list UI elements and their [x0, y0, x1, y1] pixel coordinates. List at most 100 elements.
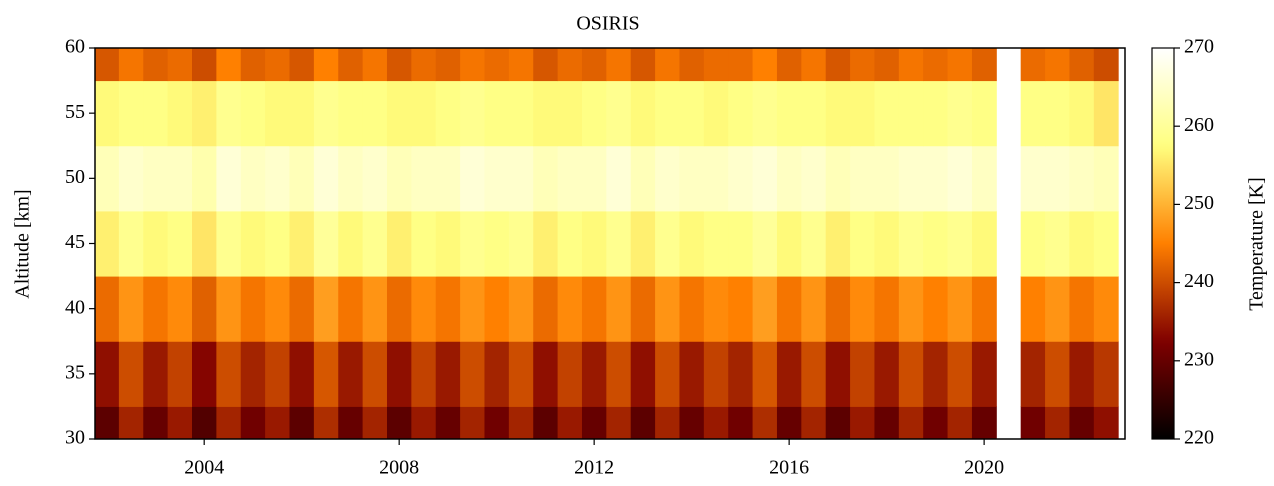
heatmap-cell: [898, 210, 924, 277]
heatmap-cell: [484, 48, 510, 82]
heatmap-cell: [1093, 210, 1119, 277]
heatmap-cell: [752, 48, 778, 82]
heatmap-cell: [971, 145, 997, 212]
heatmap-cell: [752, 210, 778, 277]
heatmap-cell: [776, 48, 802, 82]
heatmap-cell: [435, 341, 461, 407]
heatmap-cell: [825, 145, 851, 212]
heatmap-cell: [508, 145, 534, 212]
heatmap-cell: [581, 210, 607, 277]
heatmap-cell: [411, 145, 437, 212]
heatmap-cell: [1069, 145, 1095, 212]
heatmap-cell: [1045, 210, 1070, 277]
heatmap-cell: [728, 48, 754, 82]
heatmap-cell: [313, 80, 339, 147]
heatmap-cell: [1020, 145, 1046, 212]
heatmap-cell: [143, 341, 169, 407]
heatmap-cell: [1069, 276, 1095, 342]
heatmap-cell: [435, 210, 461, 277]
colorbar-tick-label: 220: [1184, 427, 1214, 449]
heatmap-cell: [95, 341, 120, 407]
heatmap-cell: [143, 145, 169, 212]
y-tick-label: 60: [65, 36, 85, 58]
y-axis-label: Altitude [km]: [12, 189, 34, 298]
heatmap-cell: [655, 210, 680, 277]
heatmap-cell: [581, 80, 607, 147]
heatmap-cell: [630, 276, 656, 342]
heatmap-cell: [143, 406, 169, 439]
heatmap-cell: [655, 145, 680, 212]
heatmap-cell: [289, 80, 315, 147]
heatmap-cell: [850, 276, 875, 342]
heatmap-cell: [581, 341, 607, 407]
heatmap-cell: [1045, 80, 1070, 147]
heatmap-cell: [752, 276, 778, 342]
heatmap-cell: [313, 210, 339, 277]
heatmap-cell: [265, 48, 290, 82]
heatmap-cell: [508, 406, 534, 439]
heatmap-cell: [850, 80, 875, 147]
colorbar-tick-label: 260: [1184, 114, 1214, 136]
heatmap-cell: [533, 80, 559, 147]
heatmap-cell: [776, 80, 802, 147]
heatmap-cell: [240, 341, 266, 407]
heatmap-cell: [850, 145, 875, 212]
heatmap-cell: [801, 341, 827, 407]
heatmap-cell: [606, 406, 632, 439]
heatmap-cell: [533, 145, 559, 212]
heatmap-cell: [947, 276, 973, 342]
heatmap-cell: [240, 48, 266, 82]
heatmap-cell: [192, 145, 217, 212]
heatmap-cell: [1093, 406, 1119, 439]
colorbar-tick-label: 240: [1184, 270, 1214, 292]
heatmap-cell: [581, 276, 607, 342]
heatmap-cell: [338, 80, 364, 147]
heatmap-cell: [313, 48, 339, 82]
heatmap-cell: [947, 48, 973, 82]
heatmap-cell: [1069, 48, 1095, 82]
heatmap-cell: [874, 406, 900, 439]
heatmap-cell: [216, 406, 242, 439]
heatmap-cell: [460, 341, 485, 407]
heatmap-cell: [167, 341, 193, 407]
heatmap-cell: [167, 80, 193, 147]
heatmap-cell: [728, 210, 754, 277]
heatmap-cell: [898, 341, 924, 407]
heatmap-cell: [95, 406, 120, 439]
heatmap-cell: [898, 406, 924, 439]
heatmap-cell: [460, 276, 485, 342]
heatmap-cell: [362, 276, 388, 342]
heatmap-cell: [606, 210, 632, 277]
heatmap-cell: [703, 48, 729, 82]
heatmap-cell: [411, 80, 437, 147]
y-tick-label: 50: [65, 166, 85, 188]
heatmap-cell: [1045, 145, 1070, 212]
heatmap-cell: [825, 210, 851, 277]
heatmap-cell: [728, 80, 754, 147]
heatmap-cell: [971, 276, 997, 342]
heatmap-cell: [801, 276, 827, 342]
heatmap-cell: [923, 276, 949, 342]
heatmap-cell: [192, 80, 217, 147]
heatmap-cell: [167, 48, 193, 82]
heatmap-cell: [971, 341, 997, 407]
heatmap-cell: [874, 276, 900, 342]
heatmap-cell: [801, 210, 827, 277]
heatmap-cell: [1045, 48, 1070, 82]
heatmap-cell: [1020, 210, 1046, 277]
heatmap-cell: [703, 145, 729, 212]
heatmap-cell: [557, 145, 583, 212]
heatmap-cell: [313, 341, 339, 407]
heatmap-cell: [362, 406, 388, 439]
heatmap-cell: [630, 48, 656, 82]
heatmap-cell: [533, 276, 559, 342]
heatmap-cell: [655, 406, 680, 439]
heatmap-cell: [192, 210, 217, 277]
heatmap-cell: [386, 145, 412, 212]
heatmap-cell: [240, 406, 266, 439]
heatmap-cell: [850, 210, 875, 277]
heatmap-cell: [947, 210, 973, 277]
heatmap-cell: [850, 341, 875, 407]
